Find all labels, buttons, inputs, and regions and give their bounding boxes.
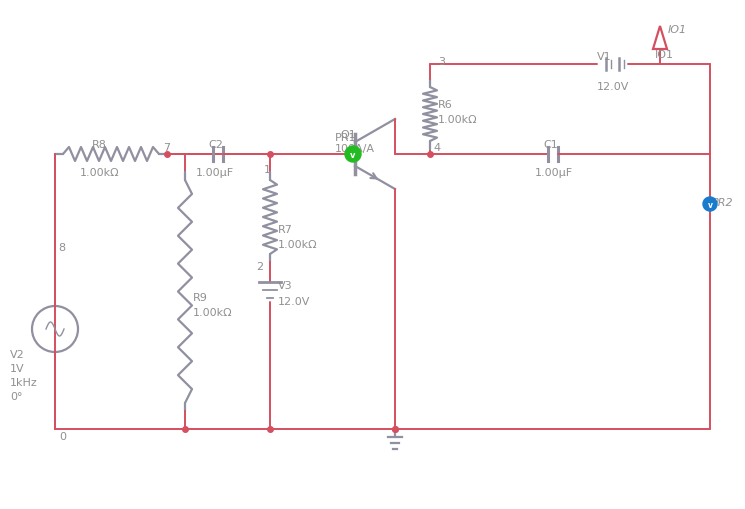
Text: PR1: PR1: [335, 133, 357, 143]
Text: V2: V2: [10, 349, 25, 359]
Text: C2: C2: [208, 140, 223, 150]
Text: 1.00kΩ: 1.00kΩ: [193, 307, 232, 318]
Text: IO1: IO1: [655, 50, 674, 60]
Text: v: v: [350, 150, 356, 159]
Text: 1: 1: [264, 165, 271, 175]
Text: C1: C1: [543, 140, 558, 150]
Text: 1kHz: 1kHz: [10, 377, 38, 387]
Circle shape: [703, 197, 717, 212]
Text: 0°: 0°: [10, 391, 22, 401]
Text: v: v: [708, 200, 712, 209]
Text: 12.0V: 12.0V: [597, 82, 630, 92]
Text: 0: 0: [59, 431, 66, 441]
Text: 100A/A: 100A/A: [335, 144, 375, 154]
Text: R9: R9: [193, 293, 208, 302]
Text: IO1: IO1: [668, 25, 687, 35]
Text: V1: V1: [597, 52, 612, 62]
Text: V3: V3: [278, 280, 293, 291]
Text: 1V: 1V: [10, 363, 25, 373]
Circle shape: [345, 147, 361, 163]
Text: PR2: PR2: [712, 197, 734, 208]
Text: Q1: Q1: [340, 130, 356, 140]
Text: R8: R8: [92, 140, 107, 150]
Text: 8: 8: [58, 242, 65, 252]
Text: R6: R6: [438, 100, 453, 110]
Text: 3: 3: [438, 57, 445, 67]
Text: 12.0V: 12.0V: [278, 296, 311, 306]
Text: 7: 7: [163, 143, 170, 153]
Text: 1.00kΩ: 1.00kΩ: [438, 115, 478, 125]
Text: 1.00μF: 1.00μF: [535, 167, 573, 178]
Text: R7: R7: [278, 224, 293, 235]
Text: 1.00kΩ: 1.00kΩ: [278, 240, 317, 249]
Text: 1.00μF: 1.00μF: [196, 167, 234, 178]
Text: 1.00kΩ: 1.00kΩ: [80, 167, 120, 178]
Text: 2: 2: [256, 262, 263, 271]
Text: 4: 4: [433, 143, 440, 153]
